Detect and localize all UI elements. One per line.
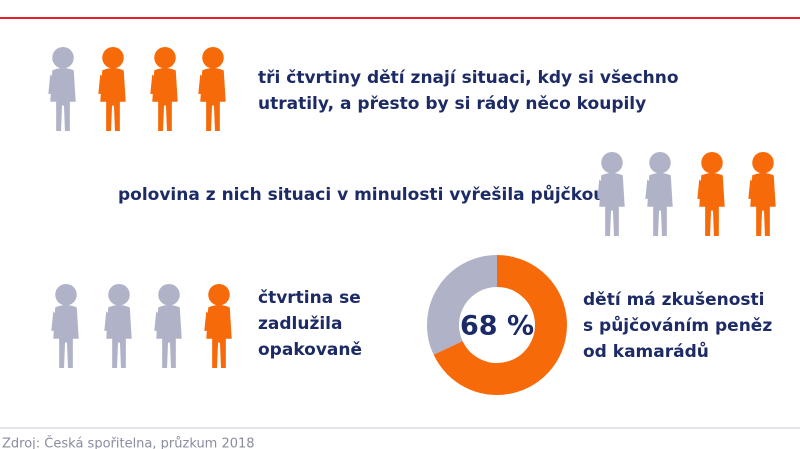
- child-icon: [98, 46, 126, 132]
- child-icon: [198, 46, 226, 132]
- child-icon: [597, 151, 625, 237]
- donut-text: s půjčováním peněz: [583, 314, 772, 336]
- donut-text: dětí má zkušenosti: [583, 290, 764, 310]
- donut-text: od kamarádů: [583, 340, 709, 362]
- row-text: opakovaně: [258, 340, 362, 360]
- child-icon: [150, 46, 178, 132]
- child-icon: [104, 283, 132, 369]
- donut-remainder: [427, 255, 498, 355]
- row-text: tři čtvrtiny dětí znají situaci, kdy si …: [258, 68, 679, 88]
- row-text: zadlužila: [258, 314, 343, 334]
- child-icon: [645, 151, 673, 237]
- row-3-icons: [51, 283, 232, 369]
- source: Zdroj: Česká spořitelna, průzkum 2018: [2, 436, 255, 449]
- child-icon: [48, 46, 76, 132]
- row-text: polovina z nich situaci v minulosti vyře…: [118, 183, 605, 205]
- row-2-icons: [597, 151, 776, 237]
- row-text: čtvrtina se: [258, 288, 361, 308]
- donut-segment: [433, 255, 567, 395]
- child-icon: [204, 283, 232, 369]
- child-icon: [697, 151, 725, 237]
- child-icon: [748, 151, 776, 237]
- donut-label: 68 %: [460, 311, 534, 342]
- row-1-icons: [48, 46, 226, 132]
- donut: [427, 255, 567, 395]
- child-icon: [154, 283, 182, 369]
- child-icon: [51, 283, 79, 369]
- row-text: utratily, a přesto by si rády něco koupi…: [258, 94, 646, 114]
